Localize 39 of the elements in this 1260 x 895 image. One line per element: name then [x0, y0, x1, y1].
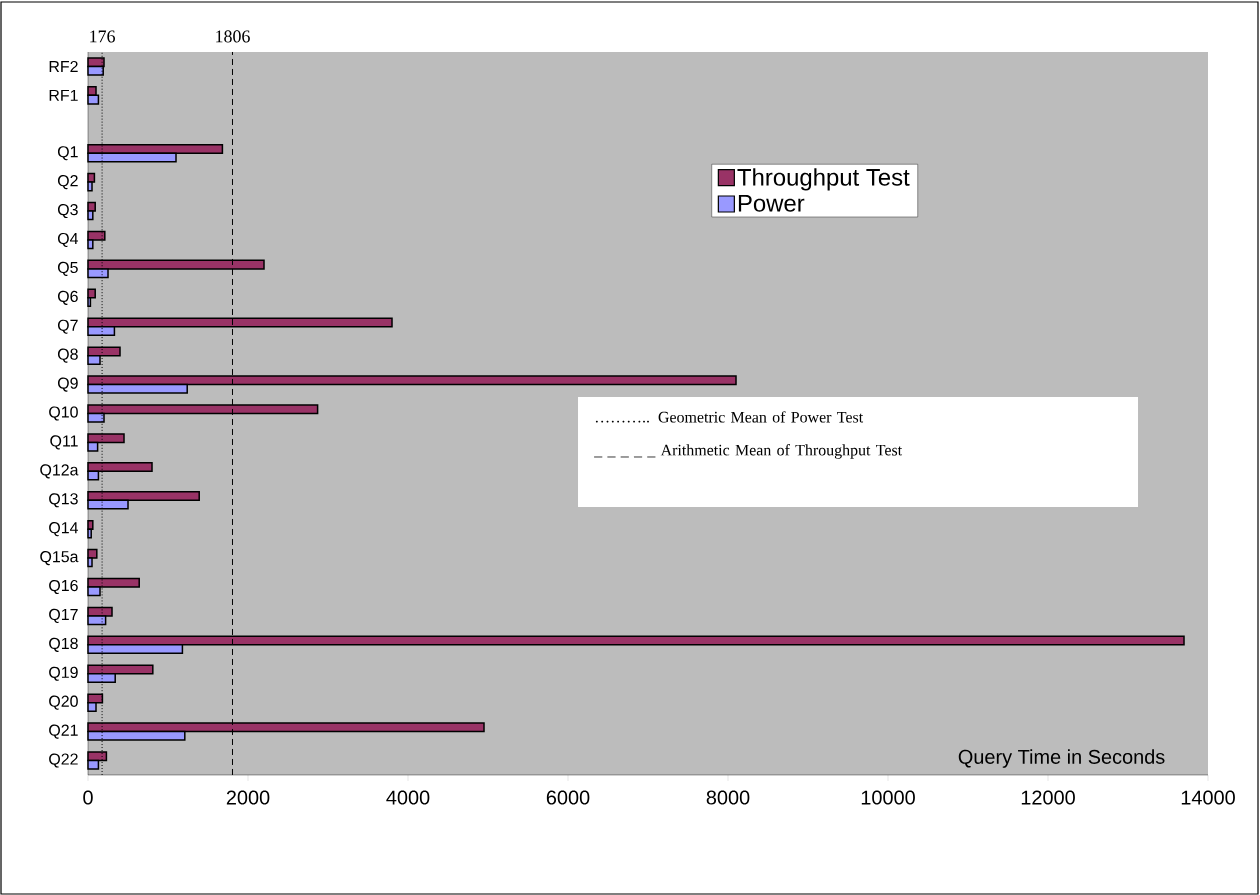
y-tick-label: Q6: [57, 290, 78, 305]
y-tick-label: Q5: [57, 261, 78, 276]
x-tick-label: 4000: [386, 790, 430, 805]
x-axis-title: Query Time in Seconds: [958, 749, 1165, 768]
legend-label: Throughput Test: [737, 168, 910, 191]
y-tick-label: Q19: [49, 666, 78, 681]
y-tick-label: Q12a: [40, 464, 79, 479]
y-tick-label: Q10: [49, 406, 78, 421]
x-tick-label: 12000: [1021, 790, 1075, 805]
x-tick-label: 0: [83, 790, 93, 805]
y-tick-label: Q3: [57, 203, 78, 219]
y-tick-label: Q1: [57, 146, 78, 161]
y-tick-label: Q18: [49, 637, 78, 652]
y-tick-label: Q22: [49, 753, 78, 768]
y-tick-label: Q13: [49, 493, 78, 508]
ref-line-label: 1806: [216, 30, 250, 43]
x-tick-label: 2000: [226, 790, 270, 805]
x-tick-label: 6000: [546, 790, 590, 805]
y-tick-label: RF1: [49, 89, 78, 101]
y-tick-label: Q9: [57, 377, 78, 392]
y-tick-label: Q8: [57, 348, 78, 363]
y-tick-label: Q15a: [40, 551, 79, 566]
y-tick-label: Q2: [57, 175, 78, 190]
x-tick-label: 10000: [861, 790, 915, 805]
y-tick-label: Q16: [49, 579, 78, 595]
y-tick-label: Q20: [49, 695, 78, 710]
y-tick-label: Q11: [50, 435, 78, 450]
y-tick-label: Q21: [49, 724, 78, 739]
annotation: _ _ _ _ _ Arithmetic Mean of Throughput Test: [594, 444, 903, 459]
x-tick-label: 8000: [706, 790, 750, 805]
legend-label: Power: [738, 195, 805, 212]
annotation: ……….. Geometric Mean of Power Test: [595, 411, 864, 423]
y-tick-label: Q17: [49, 608, 78, 623]
y-tick-label: Q4: [57, 232, 79, 248]
y-tick-label: Q14: [49, 522, 79, 537]
y-tick-label: RF2: [49, 60, 78, 73]
y-tick-label: Q7: [57, 319, 78, 334]
ref-line-label: 176: [90, 30, 116, 43]
x-tick-label: 14000: [1181, 790, 1235, 805]
